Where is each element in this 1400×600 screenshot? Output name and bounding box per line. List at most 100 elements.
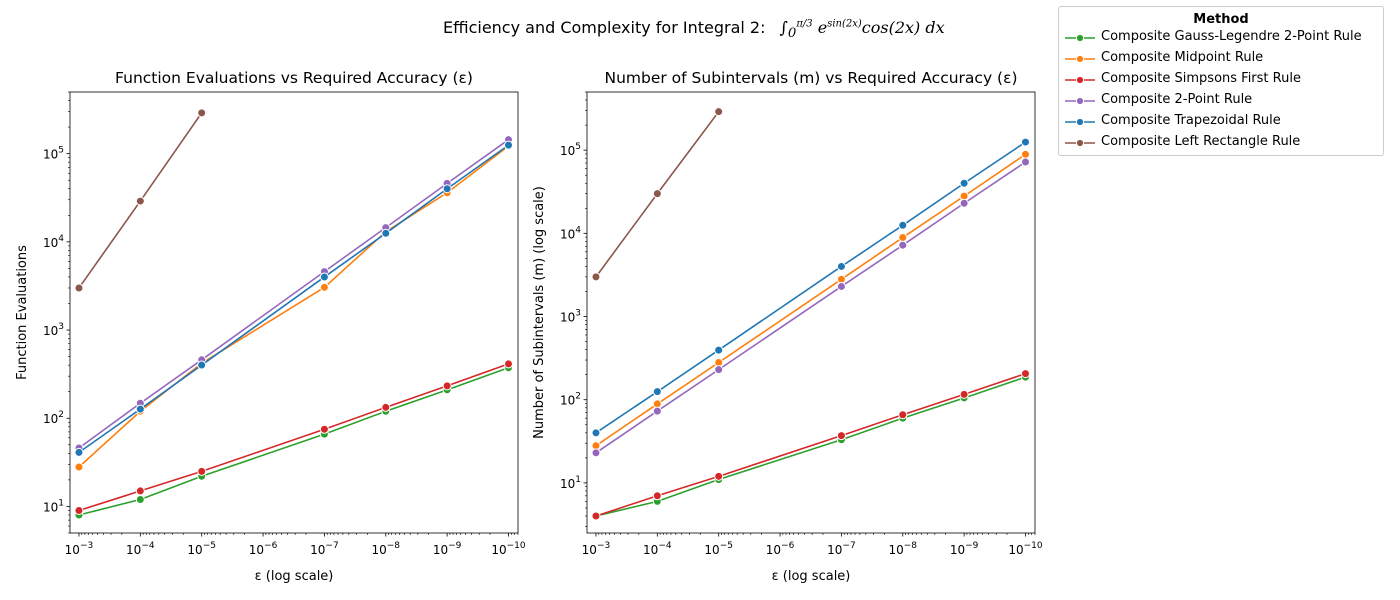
x-tick-label: 10−6 — [766, 541, 795, 557]
y-tick-label: 104 — [43, 234, 64, 250]
x-axis-label: ε (log scale) — [772, 569, 851, 584]
x-tick-label: 10−10 — [491, 541, 526, 557]
data-point — [135, 494, 145, 504]
legend-item: Composite Trapezoidal Rule — [1059, 111, 1383, 132]
x-tick-label: 10−4 — [643, 541, 672, 557]
data-point — [503, 359, 513, 369]
x-tick-label: 10−10 — [1008, 541, 1043, 557]
legend-swatch — [1065, 75, 1095, 85]
right-chart: 101 102 103 104 105 10−3 10−4 10−5 10−6 10−7 10−8 1… — [532, 69, 1043, 584]
legend-item: Composite Simpsons First Rule — [1059, 69, 1383, 90]
x-tick-label: 10−4 — [126, 541, 155, 557]
legend-swatch — [1065, 117, 1095, 127]
data-point — [442, 184, 452, 194]
legend-label: Composite Simpsons First Rule — [1101, 71, 1301, 86]
data-point — [135, 404, 145, 414]
integral-expression: ∫0π/3 esin(2x)cos(2x) dx — [779, 18, 945, 42]
data-point — [959, 389, 969, 399]
y-axis-label: Function Evaluations — [15, 245, 30, 380]
data-point — [319, 272, 329, 282]
plot-frame — [586, 91, 1036, 534]
data-point — [74, 505, 84, 515]
x-tick-label: 10−3 — [65, 541, 94, 557]
legend-item: Composite Gauss-Legendre 2-Point Rule — [1059, 27, 1383, 48]
x-tick-label: 10−5 — [187, 541, 216, 557]
legend-label: Composite Left Rectangle Rule — [1101, 134, 1301, 149]
data-point — [714, 107, 724, 117]
data-point — [898, 233, 908, 243]
data-point — [319, 424, 329, 434]
legend-item: Composite Left Rectangle Rule — [1059, 132, 1383, 153]
legend-swatch — [1065, 54, 1095, 64]
data-point — [197, 466, 207, 476]
data-point — [652, 491, 662, 501]
legend-title: Method — [1193, 12, 1249, 27]
data-point — [74, 283, 84, 293]
data-point — [652, 387, 662, 397]
y-tick-label: 102 — [560, 392, 581, 408]
x-tick-label: 10−9 — [950, 541, 979, 557]
y-tick-label: 101 — [43, 498, 64, 514]
x-tick-label: 10−5 — [704, 541, 733, 557]
legend-label: Composite Gauss-Legendre 2-Point Rule — [1101, 29, 1362, 44]
x-axis-label: ε (log scale) — [255, 569, 334, 584]
legend-swatch — [1065, 96, 1095, 106]
data-point — [1020, 137, 1030, 147]
data-point — [591, 272, 601, 282]
legend-swatch — [1065, 138, 1095, 148]
data-point — [959, 178, 969, 188]
x-tick-label: 10−7 — [310, 541, 339, 557]
y-tick-label: 105 — [560, 142, 581, 158]
y-tick-label: 103 — [43, 322, 64, 338]
data-point — [381, 402, 391, 412]
suptitle-text: Efficiency and Complexity for Integral 2… — [443, 18, 766, 37]
data-point — [74, 462, 84, 472]
data-point — [898, 220, 908, 230]
legend: Method Composite Gauss-Legendre 2-Point … — [1058, 6, 1384, 156]
x-tick-label: 10−7 — [827, 541, 856, 557]
x-tick-label: 10−8 — [371, 541, 400, 557]
data-point — [74, 447, 84, 457]
legend-item: Composite Midpoint Rule — [1059, 48, 1383, 69]
data-point — [836, 261, 846, 271]
plot-frame — [69, 91, 519, 534]
y-axis-label: Number of Subintervals (m) (log scale) — [532, 186, 547, 439]
data-point — [503, 140, 513, 150]
x-tick-label: 10−6 — [249, 541, 278, 557]
x-tick-label: 10−3 — [582, 541, 611, 557]
x-tick-label: 10−8 — [888, 541, 917, 557]
data-point — [898, 240, 908, 250]
data-point — [959, 198, 969, 208]
y-tick-label: 101 — [560, 475, 581, 491]
legend-item: Composite 2-Point Rule — [1059, 90, 1383, 111]
x-tick-label: 10−9 — [433, 541, 462, 557]
data-point — [1020, 157, 1030, 167]
legend-label: Composite 2-Point Rule — [1101, 92, 1253, 107]
legend-label: Composite Trapezoidal Rule — [1101, 113, 1281, 128]
figure-suptitle: Efficiency and Complexity for Integral 2… — [443, 18, 945, 41]
y-tick-label: 102 — [43, 410, 64, 426]
data-point — [714, 471, 724, 481]
data-point — [319, 282, 329, 292]
data-point — [1020, 369, 1030, 379]
data-point — [591, 511, 601, 521]
data-point — [591, 448, 601, 458]
data-point — [714, 365, 724, 375]
legend-label: Composite Midpoint Rule — [1101, 50, 1264, 65]
data-point — [381, 228, 391, 238]
y-tick-label: 104 — [560, 225, 581, 241]
left-chart: 101 102 103 104 105 10−3 10−4 10−5 10−6 10−7 10−8 1… — [15, 69, 526, 584]
data-point — [1020, 149, 1030, 159]
data-point — [442, 381, 452, 391]
data-point — [197, 108, 207, 118]
data-point — [652, 406, 662, 416]
data-point — [714, 345, 724, 355]
data-point — [898, 410, 908, 420]
y-tick-label: 103 — [560, 309, 581, 325]
data-point — [135, 196, 145, 206]
data-point — [836, 431, 846, 441]
y-tick-label: 105 — [43, 146, 64, 162]
chart-title: Function Evaluations vs Required Accurac… — [115, 69, 473, 87]
data-point — [591, 428, 601, 438]
